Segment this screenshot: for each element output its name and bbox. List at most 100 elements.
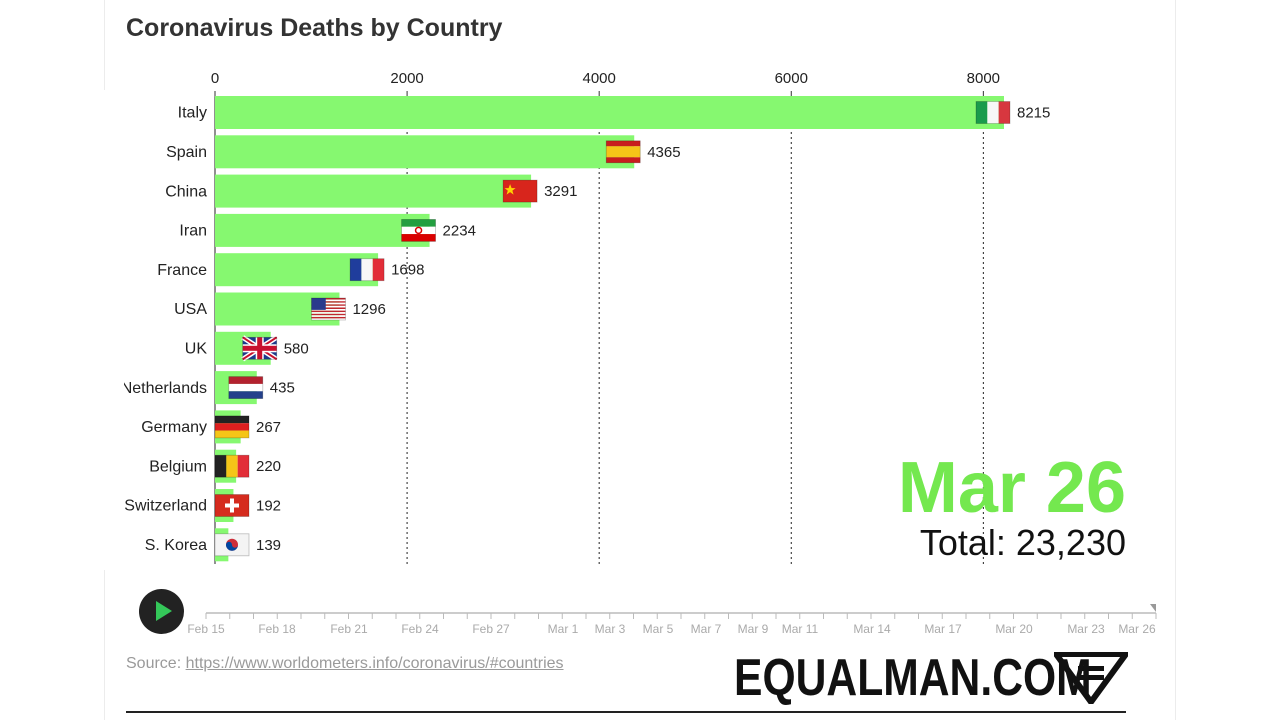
flag-border — [349, 258, 385, 282]
bar — [215, 96, 1004, 129]
category-label: USA — [174, 301, 207, 318]
flag-part — [976, 101, 988, 124]
flag-part — [987, 101, 999, 124]
timeline-label: Mar 14 — [853, 622, 891, 636]
category-label: Iran — [179, 223, 207, 240]
timeline-label: Feb 27 — [472, 622, 510, 636]
category-label: S. Korea — [145, 537, 207, 554]
flag-icon-us — [311, 297, 346, 321]
flag-part — [350, 258, 362, 281]
x-tick-label: 8000 — [967, 70, 1000, 87]
flag-border — [311, 297, 346, 321]
flag-part — [311, 310, 346, 313]
bar — [215, 135, 635, 169]
timeline-label: Mar 5 — [643, 622, 674, 636]
flag-border — [214, 494, 250, 517]
flag-part — [242, 345, 277, 351]
brand-text: EQUALMAN.COM — [734, 649, 1092, 707]
source-prefix: Source: — [126, 655, 186, 672]
flag-part — [226, 541, 238, 551]
timeline-label: Feb 15 — [187, 622, 225, 636]
timeline-label: Feb 21 — [330, 622, 368, 636]
flag-icon-nl — [228, 376, 264, 400]
flag-part — [225, 503, 239, 508]
flag-icon-ir — [401, 218, 436, 242]
label-clip-mask — [104, 90, 124, 570]
value-label: 1296 — [352, 301, 385, 318]
value-label: 4365 — [647, 144, 680, 161]
flag-part — [311, 299, 346, 302]
flag-part — [311, 304, 346, 306]
flag-part — [228, 383, 263, 392]
source-link[interactable]: https://www.worldometers.info/coronaviru… — [185, 655, 564, 672]
timeline-label: Feb 24 — [401, 622, 439, 636]
flag-part — [228, 391, 263, 399]
timeline-handle — [1150, 604, 1156, 612]
value-label: 220 — [256, 458, 281, 475]
flag-icon-be — [214, 454, 250, 478]
flag-part — [998, 101, 1010, 124]
flag-border — [214, 533, 250, 557]
chart-title: Coronavirus Deaths by Country — [126, 14, 503, 42]
timeline-label: Mar 7 — [691, 622, 722, 636]
flag-part — [606, 157, 641, 163]
timeline-label: Mar 26 — [1118, 622, 1156, 636]
flag-part — [311, 298, 326, 310]
flag-part — [401, 226, 436, 235]
value-label: 139 — [256, 537, 281, 554]
flag-part — [311, 302, 346, 305]
timeline-label: Mar 3 — [595, 622, 626, 636]
flag-part — [311, 318, 346, 320]
timeline-label: Mar 9 — [738, 622, 769, 636]
category-label: Spain — [166, 144, 207, 161]
value-label: 1698 — [391, 262, 424, 279]
value-label: 267 — [256, 419, 281, 436]
flag-part — [311, 312, 346, 314]
flag-part — [311, 315, 346, 317]
flag-border — [242, 336, 278, 360]
flag-part — [311, 316, 346, 319]
value-label: 435 — [270, 380, 295, 397]
flag-icon-es — [605, 140, 641, 164]
value-label: 192 — [256, 497, 281, 514]
flag-part — [504, 184, 516, 195]
value-label: 3291 — [544, 183, 577, 200]
flag-part — [311, 305, 346, 308]
flag-border — [502, 179, 538, 203]
x-tick-label: 4000 — [582, 70, 615, 87]
category-label: Netherlands — [121, 380, 207, 397]
flag-part — [606, 140, 641, 147]
timeline-label: Mar 1 — [548, 622, 579, 636]
category-label: France — [157, 262, 207, 279]
flag-part — [361, 258, 373, 281]
flag-part — [215, 455, 227, 478]
flag-part — [311, 307, 346, 309]
play-button[interactable] — [139, 589, 184, 634]
flag-part — [215, 423, 249, 431]
bar — [215, 174, 532, 208]
flag-border — [975, 101, 1011, 124]
x-tick-label: 6000 — [775, 70, 808, 87]
timeline-label: Mar 20 — [995, 622, 1033, 636]
x-tick-label: 0 — [211, 70, 219, 87]
value-label: 2234 — [443, 222, 476, 239]
current-date: Mar 26 — [897, 448, 1126, 528]
left-margin — [0, 0, 105, 720]
flag-border — [401, 218, 436, 242]
flag-part — [311, 298, 346, 300]
flag-icon-gb — [241, 335, 279, 362]
source-line: Source: https://www.worldometers.info/co… — [126, 655, 564, 673]
flag-icon-ch — [214, 494, 250, 517]
category-label: Italy — [178, 105, 207, 122]
flag-part — [311, 301, 346, 303]
flag-border — [214, 454, 250, 478]
category-label: Switzerland — [124, 498, 207, 515]
flag-part — [311, 309, 346, 311]
flag-icon-de — [214, 415, 250, 439]
flag-border — [214, 415, 250, 439]
flag-icon-it — [975, 101, 1011, 124]
timeline-label: Mar 17 — [924, 622, 962, 636]
timeline-label: Feb 18 — [258, 622, 296, 636]
